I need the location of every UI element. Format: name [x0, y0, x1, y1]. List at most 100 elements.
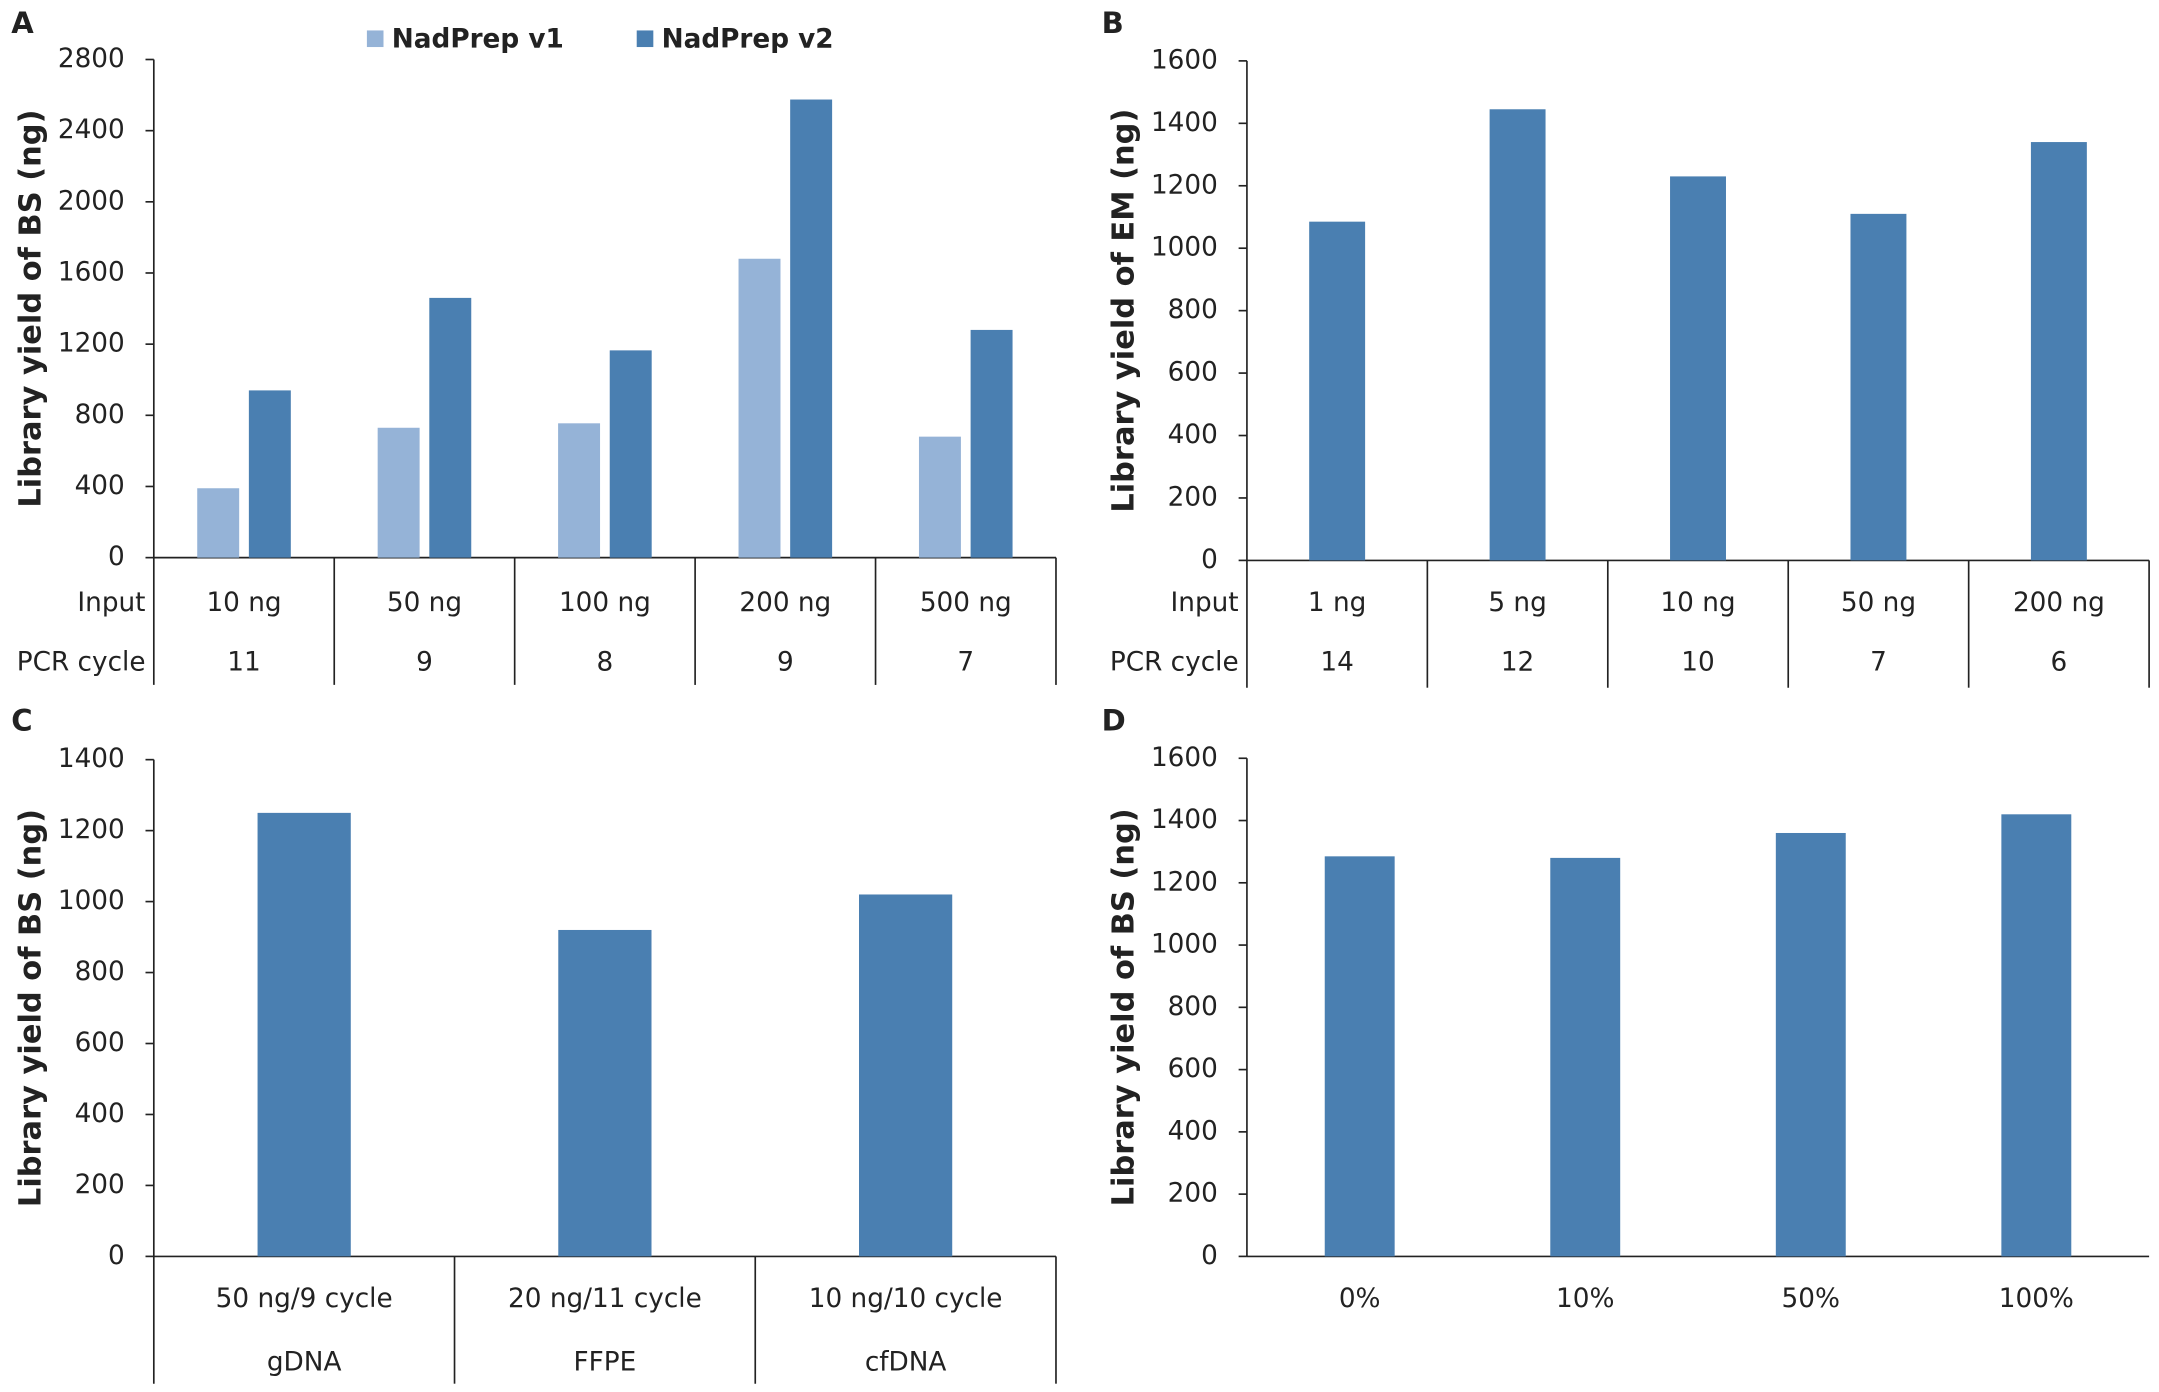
x-tick-label-2: 11	[227, 647, 260, 677]
legend-swatch	[366, 30, 384, 48]
y-tick-label: 0	[108, 1241, 125, 1271]
bar	[609, 350, 652, 558]
row-label: PCR cycle	[1110, 647, 1239, 677]
y-tick-label: 200	[1168, 1179, 1218, 1209]
x-tick-label-2: 7	[957, 647, 974, 677]
y-tick-label: 1600	[58, 257, 125, 287]
bar	[257, 812, 351, 1257]
row-label: Input	[77, 588, 145, 618]
y-tick-label: 1600	[1151, 45, 1218, 75]
x-tick-label: 100%	[1999, 1284, 2074, 1314]
y-tick-label: 1400	[1151, 805, 1218, 835]
x-tick-label: 20 ng/11 cycle	[508, 1284, 702, 1314]
x-tick-label: 50%	[1782, 1284, 1840, 1314]
x-tick-label-2: FFPE	[574, 1347, 637, 1377]
bar	[738, 258, 781, 558]
y-tick-label: 600	[1168, 358, 1218, 388]
bar	[197, 488, 240, 558]
y-tick-label: 2000	[58, 186, 125, 216]
y-tick-label: 0	[1201, 1241, 1218, 1271]
bar	[1489, 109, 1546, 561]
y-tick-label: 1000	[1151, 233, 1218, 263]
bar	[558, 929, 652, 1257]
x-tick-label: 500 ng	[920, 588, 1012, 618]
y-tick-label: 800	[1168, 295, 1218, 325]
x-tick-label-2: 14	[1320, 647, 1353, 677]
bar	[1670, 176, 1726, 561]
bar	[1850, 213, 1907, 561]
bar	[2001, 814, 2072, 1257]
y-tick-label: 1200	[1151, 170, 1218, 200]
panel-label: D	[1102, 703, 1126, 737]
y-tick-label: 600	[75, 1028, 125, 1058]
y-tick-label: 400	[75, 1099, 125, 1129]
x-tick-label: 100 ng	[559, 588, 651, 618]
bar	[2030, 142, 2087, 561]
x-tick-label: 5 ng	[1488, 588, 1546, 618]
x-tick-label-2: 9	[777, 647, 794, 677]
bar	[1550, 857, 1621, 1257]
x-tick-label-2: cfDNA	[865, 1347, 947, 1377]
x-tick-label-2: 7	[1870, 647, 1887, 677]
x-tick-label: 50 ng	[1841, 588, 1916, 618]
y-axis-label: Library yield of BS (ng)	[1107, 808, 1142, 1206]
legend-label: NadPrep v1	[392, 25, 564, 55]
x-tick-label: 10 ng	[1660, 588, 1735, 618]
panel-label: B	[1102, 6, 1124, 40]
bar	[970, 329, 1013, 558]
x-tick-label: 10 ng	[206, 588, 281, 618]
y-axis-label: Library yield of EM (ng)	[1107, 109, 1142, 513]
y-tick-label: 2400	[58, 115, 125, 145]
x-tick-label: 50 ng	[387, 588, 462, 618]
y-tick-label: 0	[108, 542, 125, 572]
y-axis-label: Library yield of BS (ng)	[14, 809, 49, 1207]
x-tick-label: 50 ng/9 cycle	[216, 1284, 393, 1314]
x-tick-label: 10%	[1556, 1284, 1614, 1314]
bar	[558, 423, 601, 558]
x-tick-label-2: 6	[2051, 647, 2068, 677]
row-label: Input	[1171, 588, 1239, 618]
bar	[859, 894, 953, 1257]
x-tick-label-2: 8	[597, 647, 614, 677]
bar	[1324, 856, 1395, 1257]
x-tick-label-2: gDNA	[267, 1347, 342, 1377]
y-tick-label: 1400	[58, 744, 125, 774]
y-tick-label: 800	[75, 957, 125, 987]
y-axis-label: Library yield of BS (ng)	[14, 110, 49, 508]
x-tick-label: 1 ng	[1308, 588, 1366, 618]
row-label: PCR cycle	[17, 647, 146, 677]
y-tick-label: 2800	[58, 44, 125, 74]
x-tick-label-2: 10	[1681, 647, 1714, 677]
panel-label: C	[11, 703, 32, 737]
x-tick-label: 200 ng	[739, 588, 831, 618]
y-tick-label: 600	[1168, 1054, 1218, 1084]
bar	[429, 297, 472, 558]
x-tick-label-2: 9	[416, 647, 433, 677]
bar	[377, 427, 420, 558]
y-tick-label: 1200	[58, 329, 125, 359]
x-tick-label: 10 ng/10 cycle	[809, 1284, 1003, 1314]
y-tick-label: 400	[1168, 420, 1218, 450]
y-tick-label: 1200	[58, 815, 125, 845]
y-tick-label: 200	[1168, 482, 1218, 512]
y-tick-label: 800	[75, 400, 125, 430]
panel-label: A	[11, 6, 34, 40]
x-tick-label: 200 ng	[2013, 588, 2105, 618]
bar	[790, 99, 833, 558]
legend-label: NadPrep v2	[662, 25, 834, 55]
y-tick-label: 800	[1168, 992, 1218, 1022]
bar	[918, 436, 961, 558]
legend-swatch	[636, 30, 654, 48]
y-tick-label: 200	[75, 1170, 125, 1200]
bar	[1309, 221, 1366, 561]
x-tick-label-2: 12	[1501, 647, 1534, 677]
y-tick-label: 400	[1168, 1116, 1218, 1146]
y-tick-label: 400	[75, 471, 125, 501]
y-tick-label: 1600	[1151, 743, 1218, 773]
y-tick-label: 1000	[58, 886, 125, 916]
y-tick-label: 1000	[1151, 930, 1218, 960]
bar	[1775, 832, 1846, 1257]
y-tick-label: 0	[1201, 545, 1218, 575]
bar	[248, 390, 291, 558]
